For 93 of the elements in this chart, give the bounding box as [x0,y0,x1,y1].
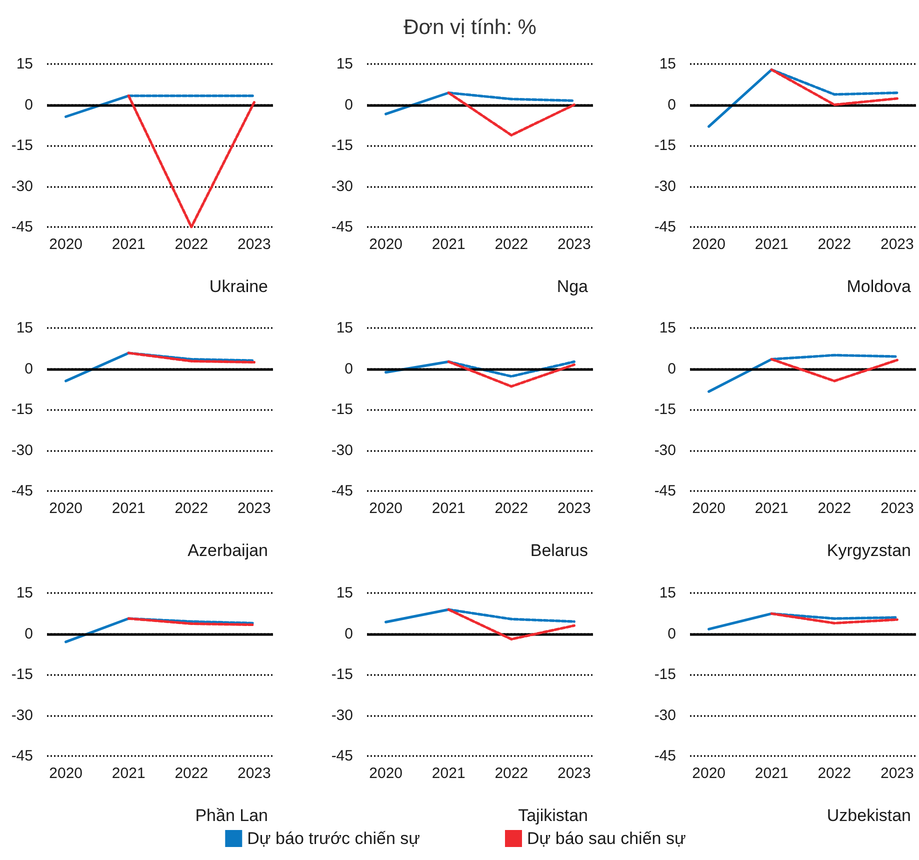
y-tick-label: -15 [331,137,353,154]
y-tick-label: 0 [24,360,33,378]
x-tick-label: 2022 [494,500,528,517]
y-tick-label: -15 [11,137,33,154]
x-tick-label: 2022 [818,236,852,253]
y-tick-label: 0 [344,360,353,378]
y-tick-label: -45 [654,482,676,500]
x-tick-label: 2022 [174,765,208,782]
x-tick-label: 2023 [880,765,914,782]
x-tick-label: 2020 [692,236,726,253]
y-tick-label: 0 [24,96,33,114]
x-tick-label: 2021 [754,236,788,253]
text: Phần Lan [195,806,268,825]
x-tick-label: 2021 [112,236,146,253]
x-tick-label: 2021 [754,765,788,782]
y-tick-label: 0 [668,625,676,642]
y-tick-label: 0 [668,360,676,378]
x-tick-label: 2022 [174,500,208,517]
x-tick-label: 2022 [174,236,208,253]
x-tick-label: 2020 [369,236,403,253]
y-tick-label: 0 [344,625,353,642]
x-tick-label: 2021 [112,765,146,782]
y-tick-label: 0 [344,96,353,114]
x-tick-label: 2023 [880,236,914,253]
y-tick-label: -30 [11,442,33,459]
x-tick-label: 2022 [494,765,528,782]
y-tick-label: -45 [331,748,353,764]
y-tick-label: -15 [331,401,353,418]
y-tick-label: -30 [331,178,353,195]
legend-label: Dự báo trước chiến sự [247,829,420,848]
y-tick-label: 15 [659,584,676,602]
y-tick-label: 15 [16,584,33,602]
y-tick-label: -15 [654,401,676,418]
y-tick-label: -15 [654,666,676,683]
y-tick-label: -45 [11,748,33,764]
y-tick-label: 15 [659,320,676,336]
x-tick-label: 2020 [692,500,726,517]
text: Azerbaijan [188,541,268,560]
y-tick-label: -30 [654,706,676,724]
text: Belarus [530,541,588,560]
y-tick-label: -45 [331,218,353,236]
y-tick-label: -30 [654,178,676,195]
x-tick-label: 2021 [754,500,788,517]
x-tick-label: 2020 [49,765,83,782]
y-tick-label: 15 [16,56,33,72]
y-tick-label: -45 [331,482,353,500]
y-tick-label: -45 [11,218,33,236]
y-tick-label: 15 [659,56,676,72]
x-tick-label: 2021 [112,500,146,517]
x-tick-label: 2023 [237,236,271,253]
text: Moldova [846,277,912,296]
text: Tajikistan [518,806,588,825]
y-tick-label: 15 [336,584,353,602]
text: Nga [556,277,589,296]
x-tick-label: 2020 [49,500,83,517]
text: Uzbekistan [826,806,912,825]
text: Kyrgyzstan [826,541,912,560]
x-tick-label: 2023 [237,765,271,782]
y-tick-label: -45 [11,482,33,500]
y-tick-label: -30 [331,706,353,724]
y-tick-label: -15 [11,666,33,683]
x-tick-label: 2022 [818,500,852,517]
y-tick-label: 15 [16,320,33,336]
x-tick-label: 2021 [432,236,466,253]
x-tick-label: 2023 [557,765,591,782]
y-tick-label: 15 [336,320,353,336]
y-tick-label: -45 [654,218,676,236]
x-tick-label: 2023 [557,236,591,253]
x-tick-label: 2020 [692,765,726,782]
y-tick-label: -15 [331,666,353,683]
y-tick-label: 15 [336,56,353,72]
y-tick-label: -30 [654,442,676,459]
x-tick-label: 2021 [432,500,466,517]
y-tick-label: -30 [11,178,33,195]
x-tick-label: 2020 [49,236,83,253]
y-tick-label: -15 [654,137,676,154]
x-tick-label: 2021 [432,765,466,782]
y-tick-label: -30 [331,442,353,459]
x-tick-label: 2023 [237,500,271,517]
y-tick-label: -15 [11,401,33,418]
y-tick-label: 0 [668,96,676,114]
x-tick-label: 2020 [369,500,403,517]
x-tick-label: 2023 [557,500,591,517]
y-tick-label: -30 [11,706,33,724]
chart-subtitle: Đơn vị tính: % [404,16,536,39]
x-tick-label: 2022 [818,765,852,782]
y-tick-label: 0 [24,625,33,642]
x-tick-label: 2023 [880,500,914,517]
x-tick-label: 2020 [369,765,403,782]
x-tick-label: 2022 [494,236,528,253]
text: Ukraine [209,277,268,296]
y-tick-label: -45 [654,748,676,764]
legend-label: Dự báo sau chiến sự [527,829,686,848]
